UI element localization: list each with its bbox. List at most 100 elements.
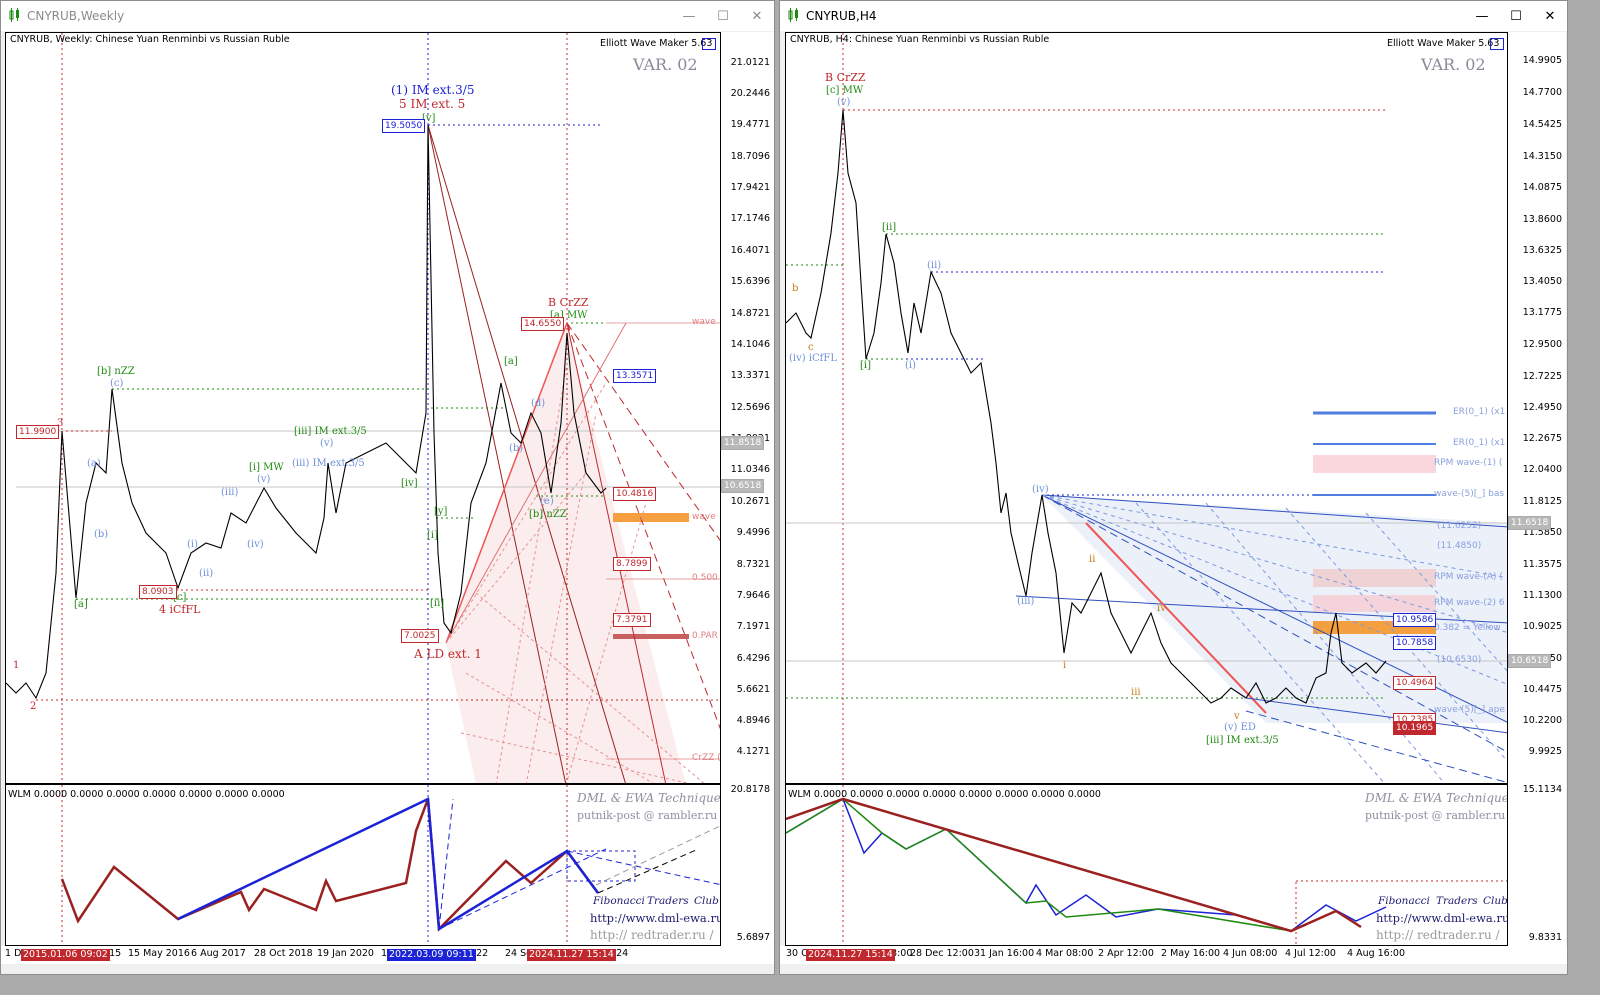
signature-email: putnik-post @ rambler.ru bbox=[577, 809, 718, 822]
wave-label: A LD ext. 1 bbox=[414, 647, 482, 661]
wave-label: B CrZZ bbox=[825, 71, 866, 84]
fib-club-word: Club bbox=[1483, 895, 1508, 907]
fib-club-word: Traders bbox=[1436, 895, 1478, 907]
time-tick: 08:00 bbox=[885, 948, 913, 959]
close-button[interactable]: ✕ bbox=[1533, 1, 1567, 31]
price-tick: 14.3150 bbox=[1522, 151, 1562, 162]
price-tick: 19.4771 bbox=[730, 119, 770, 130]
wave-label: [y] bbox=[434, 506, 448, 517]
time-tick: 4 Mar 08:00 bbox=[1036, 948, 1094, 959]
time-scale[interactable]: 1 De 2015 15 May 2016 6 Aug 2017 28 Oct … bbox=[1, 946, 774, 964]
wave-label: [i] bbox=[427, 530, 439, 541]
time-scale[interactable]: 30 O 08:00 28 Dec 12:00 31 Jan 16:00 4 M… bbox=[780, 946, 1567, 964]
rpm-label: wave-(5)[_] bas bbox=[1434, 489, 1505, 499]
minimize-button[interactable]: — bbox=[672, 1, 706, 31]
time-tick: 2 May 16:00 bbox=[1161, 948, 1221, 959]
title-bar[interactable]: CNYRUB,H4 — ☐ ✕ bbox=[780, 1, 1567, 31]
time-tick: 2 Apr 12:00 bbox=[1098, 948, 1154, 959]
indicator-tick: 9.8331 bbox=[1528, 932, 1562, 943]
wave-label: [iii] IM ext.3/5 bbox=[294, 426, 367, 437]
ewm-label: Elliott Wave Maker 5.63 bbox=[600, 38, 713, 49]
time-tick: 24 Se bbox=[505, 948, 532, 959]
indicator-pane[interactable]: WLM 0.0000 0.0000 0.0000 0.0000 0.0000 0… bbox=[5, 784, 721, 946]
wave-label: i bbox=[1063, 660, 1067, 671]
wave-label: [c] MW bbox=[826, 85, 864, 96]
price-tick: 10.9025 bbox=[1522, 621, 1562, 632]
price-label: 10.9586 bbox=[1393, 613, 1437, 627]
main-chart-pane[interactable]: CNYRUB, H4: Chinese Yuan Renminbi vs Rus… bbox=[785, 32, 1508, 784]
time-tick: 19 Jan 2020 bbox=[317, 948, 374, 959]
wave-label: [b] nZZ bbox=[529, 509, 567, 520]
time-tick: 28 Oct 2018 bbox=[254, 948, 313, 959]
close-button[interactable]: ✕ bbox=[740, 1, 774, 31]
close-icon: ✕ bbox=[751, 8, 763, 24]
chart-subtitle: CNYRUB, Weekly: Chinese Yuan Renminbi vs… bbox=[10, 34, 290, 45]
main-chart-pane[interactable]: CNYRUB, Weekly: Chinese Yuan Renminbi vs… bbox=[5, 32, 721, 784]
maximize-button[interactable]: ☐ bbox=[1499, 1, 1533, 31]
price-tick: 12.0400 bbox=[1522, 464, 1562, 475]
wave-label: v bbox=[1234, 711, 1240, 722]
price-tick: 18.7096 bbox=[730, 151, 770, 162]
wave-label: (v) ED bbox=[1224, 722, 1256, 733]
rpm-label: ER(0_1) (x1 bbox=[1453, 407, 1506, 417]
website-link[interactable]: http://www.dml-ewa.ru bbox=[1376, 911, 1508, 925]
title-bar[interactable]: CNYRUB,Weekly — ☐ ✕ bbox=[1, 1, 774, 31]
price-tick: 13.1775 bbox=[1522, 307, 1562, 318]
website-link[interactable]: http://www.dml-ewa.ru bbox=[590, 911, 721, 925]
ewm-icon[interactable] bbox=[1490, 38, 1504, 50]
wave-label: [iii] IM ext.3/5 bbox=[1206, 735, 1279, 746]
price-tick: 11.0346 bbox=[730, 464, 770, 475]
indicator-pane[interactable]: WLM 0.0000 0.0000 0.0000 0.0000 0.0000 0… bbox=[785, 784, 1508, 946]
price-tick: 14.0875 bbox=[1522, 182, 1562, 193]
time-tick: 2022 bbox=[464, 948, 489, 959]
time-marker: 2022.03.09 09:11 bbox=[387, 949, 476, 961]
ewm-icon[interactable] bbox=[702, 38, 716, 50]
price-tick: 7.1971 bbox=[736, 621, 770, 632]
website-link[interactable]: http:// redtrader.ru / bbox=[1376, 928, 1500, 942]
time-tick: 4 Aug 16:00 bbox=[1347, 948, 1406, 959]
fib-club-word: Traders bbox=[647, 895, 689, 907]
price-tick: 10.2200 bbox=[1522, 715, 1562, 726]
current-price-label: 11.8518 bbox=[721, 436, 765, 450]
price-tick: 12.7225 bbox=[1522, 371, 1562, 382]
wave-label: 5 IM ext. 5 bbox=[399, 97, 466, 111]
price-tick: 14.5425 bbox=[1522, 119, 1562, 130]
time-tick: 4 Jul 12:00 bbox=[1285, 948, 1336, 959]
price-tick: 13.4050 bbox=[1522, 276, 1562, 287]
indicator-header: WLM 0.0000 0.0000 0.0000 0.0000 0.0000 0… bbox=[8, 789, 285, 800]
website-link[interactable]: http:// redtrader.ru / bbox=[590, 928, 714, 942]
wlm-indicator-drawing bbox=[60, 785, 720, 945]
price-tick: 10.4475 bbox=[1522, 684, 1562, 695]
price-tick: 14.1046 bbox=[730, 339, 770, 350]
price-scale[interactable]: 14.9905 14.7700 14.5425 14.3150 14.0875 … bbox=[1508, 32, 1566, 784]
side-label: wave bbox=[692, 512, 716, 522]
rpm-label: 0.382 = Yellow bbox=[1434, 623, 1501, 633]
chart-window-weekly[interactable]: CNYRUB,Weekly — ☐ ✕ bbox=[0, 0, 775, 975]
wave-label: [i] bbox=[860, 360, 872, 371]
wave-label: 3 bbox=[57, 418, 64, 429]
wave-label: [iv] bbox=[401, 478, 418, 489]
price-label: 7.0025 bbox=[401, 629, 439, 643]
window-title: CNYRUB,H4 bbox=[806, 9, 877, 23]
price-label: 10.4964 bbox=[1393, 676, 1437, 690]
wave-label: (v) bbox=[837, 97, 851, 108]
price-label: 8.0903 bbox=[139, 585, 177, 599]
wave-label: (c) bbox=[110, 378, 124, 389]
wave-label: [i] MW bbox=[249, 462, 284, 473]
price-scale[interactable]: 21.0121 20.2446 19.4771 18.7096 17.9421 … bbox=[721, 32, 774, 784]
rpm-label: (10.6530) bbox=[1437, 655, 1482, 665]
chart-window-h4[interactable]: CNYRUB,H4 — ☐ ✕ bbox=[779, 0, 1568, 975]
maximize-button[interactable]: ☐ bbox=[706, 1, 740, 31]
side-label: wave bbox=[692, 317, 716, 327]
minimize-button[interactable]: — bbox=[1465, 1, 1499, 31]
side-label: CrZZ (3 bbox=[692, 753, 721, 763]
price-tick: 14.7700 bbox=[1522, 87, 1562, 98]
fib-club-word: Fibonacci bbox=[1378, 895, 1430, 907]
wave-label: [c] bbox=[173, 592, 187, 603]
wave-label: (1) IM ext.3/5 bbox=[391, 83, 475, 97]
current-price-label: 11.6518 bbox=[1508, 516, 1552, 530]
price-tick: 13.3371 bbox=[730, 370, 770, 381]
wave-label: iii bbox=[1131, 687, 1141, 698]
signature: DML & EWA Technique bbox=[1365, 791, 1508, 805]
fib-club-word: Club bbox=[694, 895, 719, 907]
